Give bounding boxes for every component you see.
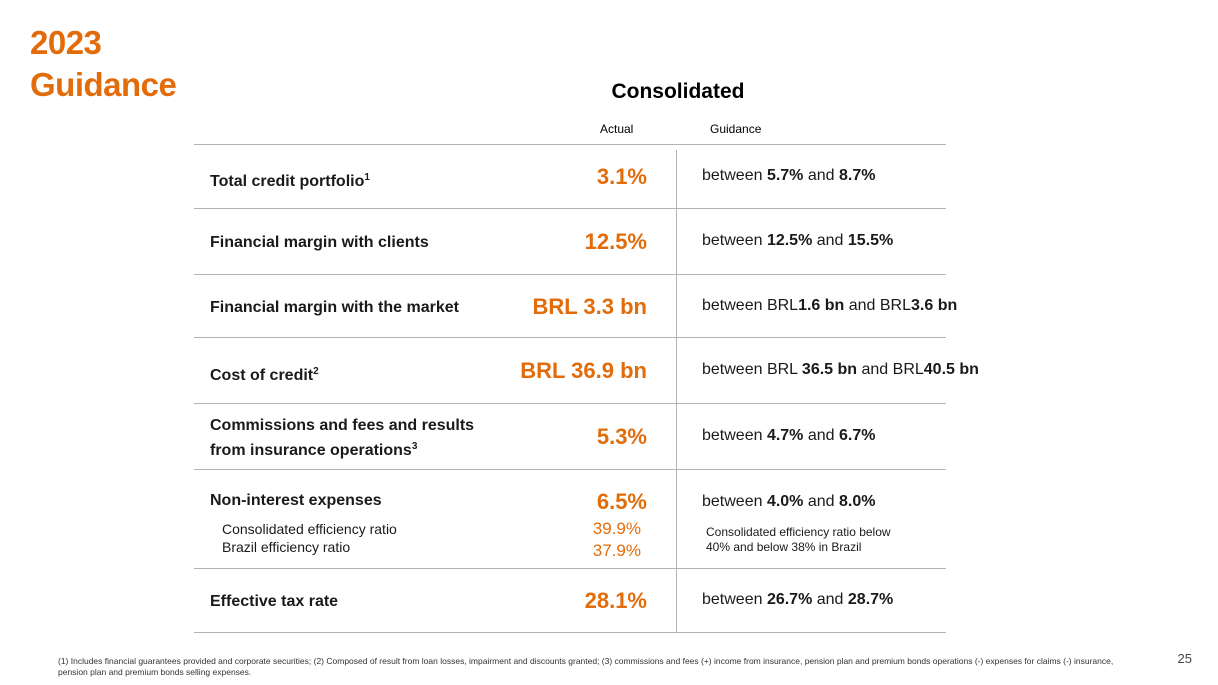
table-rule: [194, 144, 946, 145]
efficiency-guidance-note: Consolidated efficiency ratio below 40% …: [706, 525, 891, 554]
actual-fin-margin-market: BRL 3.3 bn: [532, 294, 647, 319]
actual-total-credit: 3.1%: [596, 164, 647, 189]
actual-commissions: 5.3%: [596, 424, 647, 449]
guidance-fin-margin-clients: between 12.5% and 15.5%: [702, 232, 894, 249]
page-number: 25: [1177, 651, 1192, 666]
footnote-mark: 2: [313, 366, 319, 377]
page-title: 2023 Guidance: [30, 22, 177, 106]
guidance-fin-margin-market: between BRL1.6 bn and BRL3.6 bn: [702, 297, 958, 314]
row-label-total-credit: Total credit portfolio1: [210, 172, 370, 190]
sub-actual-brazil-efficiency: 37.9%: [592, 541, 641, 560]
table-rule: [194, 568, 946, 569]
guidance-commissions: between 4.7% and 6.7%: [702, 427, 876, 444]
table-rule: [194, 337, 946, 338]
guidance-non-interest-expenses: between 4.0% and 8.0%: [702, 493, 876, 510]
guidance-effective-tax-rate: between 26.7% and 28.7%: [702, 591, 894, 608]
table-rule: [194, 632, 946, 633]
footnote-mark: 3: [411, 441, 418, 452]
row-label-effective-tax-rate: Effective tax rate: [210, 593, 339, 610]
guidance-cost-of-credit: between BRL 36.5 bn and BRL40.5 bn: [702, 361, 979, 378]
table-rule: [194, 403, 946, 404]
column-header-actual: Actual: [600, 122, 634, 136]
table-rule: [194, 469, 946, 470]
footnote-mark: 1: [364, 172, 370, 183]
row-label-non-interest-expenses: Non-interest expenses: [210, 492, 382, 509]
footnote: (1) Includes financial guarantees provid…: [58, 656, 1114, 677]
title-word: Guidance: [30, 66, 177, 103]
actual-effective-tax-rate: 28.1%: [584, 588, 647, 613]
actual-cost-of-credit: BRL 36.9 bn: [520, 358, 647, 383]
actual-fin-margin-clients: 12.5%: [584, 229, 647, 254]
row-label-cost-of-credit: Cost of credit2: [210, 366, 319, 384]
column-divider: [676, 150, 677, 632]
table-rule: [194, 208, 946, 209]
guidance-total-credit: between 5.7% and 8.7%: [702, 167, 876, 184]
title-year: 2023: [30, 24, 102, 61]
row-label-commissions: Commissions and fees and results from in…: [210, 417, 475, 459]
sub-label-brazil-efficiency: Brazil efficiency ratio: [222, 539, 351, 555]
table-title: Consolidated: [611, 80, 745, 103]
table-rule: [194, 274, 946, 275]
actual-non-interest-expenses: 6.5%: [596, 489, 647, 514]
row-label-fin-margin-clients: Financial margin with clients: [210, 234, 429, 251]
sub-label-consolidated-efficiency: Consolidated efficiency ratio: [222, 521, 397, 537]
sub-actual-consolidated-efficiency: 39.9%: [592, 519, 641, 538]
row-label-fin-margin-market: Financial margin with the market: [210, 299, 459, 316]
column-header-guidance: Guidance: [710, 122, 762, 136]
